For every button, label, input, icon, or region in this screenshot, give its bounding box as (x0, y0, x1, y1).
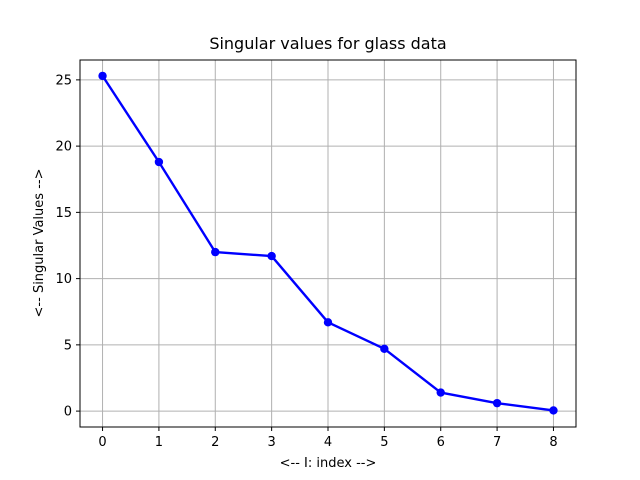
y-tick-label: 5 (64, 338, 72, 353)
data-point (211, 247, 220, 257)
data-point (267, 251, 276, 261)
data-point (436, 388, 445, 397)
x-tick-label: 3 (267, 435, 275, 450)
data-point (154, 157, 164, 167)
x-tick-label: 7 (493, 435, 501, 450)
data-point (323, 318, 333, 327)
x-axis-label: <-- I: index --> (280, 456, 377, 471)
y-axis-ticks: 0 5 10 15 20 25 (55, 73, 80, 420)
grid (80, 60, 576, 427)
x-tick-label: 4 (324, 435, 332, 450)
y-tick-label: 15 (55, 206, 72, 221)
data-point (549, 406, 558, 415)
x-tick-label: 1 (155, 435, 163, 450)
y-tick-label: 25 (55, 73, 72, 88)
chart-title: Singular values for glass data (209, 34, 446, 53)
data-point (380, 344, 389, 354)
x-tick-label: 8 (549, 435, 557, 450)
x-tick-label: 5 (380, 435, 388, 450)
data-point (492, 398, 502, 408)
x-tick-label: 6 (437, 435, 445, 450)
y-axis-label: <-- Singular Values --> (32, 169, 47, 318)
data-point (98, 71, 107, 81)
x-tick-label: 0 (98, 435, 106, 450)
y-tick-label: 10 (55, 272, 72, 287)
x-tick-label: 2 (211, 435, 219, 450)
y-tick-label: 20 (55, 140, 72, 155)
y-tick-label: 0 (64, 405, 72, 420)
series (98, 71, 558, 415)
x-axis-ticks: 0 1 2 3 4 5 6 7 8 (98, 427, 558, 450)
